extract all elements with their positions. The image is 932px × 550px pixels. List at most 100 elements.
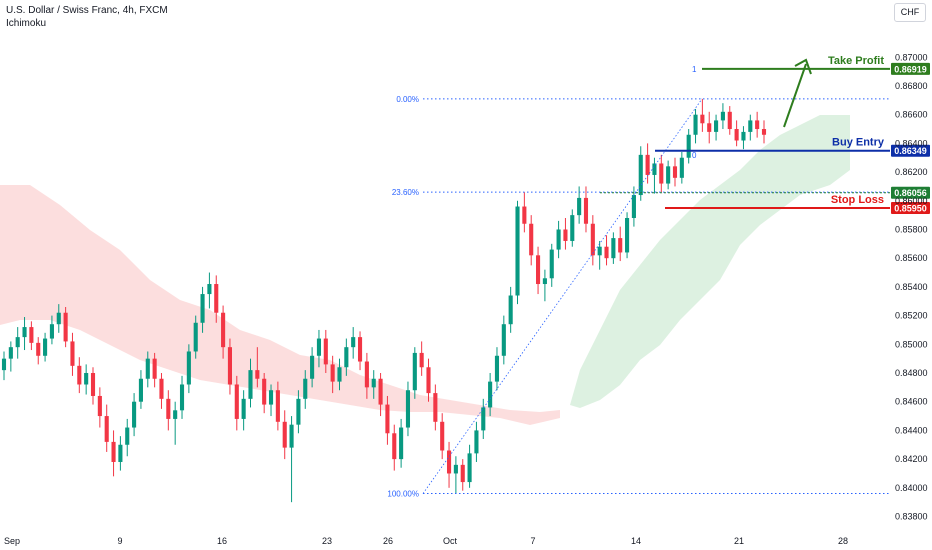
candle-body: [583, 197, 589, 224]
candle-body: [693, 114, 698, 135]
candle-body: [426, 367, 431, 394]
candle-body: [433, 393, 438, 422]
candle-body: [1, 358, 7, 371]
candle-body: [282, 421, 287, 448]
candle-body: [474, 430, 479, 454]
candle-body: [207, 284, 212, 295]
candle-body: [446, 450, 452, 474]
candle-body: [625, 218, 630, 253]
candle-body: [659, 163, 664, 184]
candle-body: [262, 378, 267, 405]
candle-body: [303, 378, 308, 399]
candle-body: [111, 441, 116, 462]
candle-body: [556, 229, 561, 250]
candle-body: [241, 398, 246, 419]
y-tick-label: 0.86200: [895, 167, 928, 177]
candle-body: [77, 365, 82, 385]
x-axis[interactable]: Sep 9 16 23 26 Oct 7 14 21 28: [4, 536, 848, 546]
candle-body: [63, 312, 68, 342]
candle-body: [214, 284, 219, 313]
candle-body: [529, 223, 534, 256]
candle-body: [645, 154, 650, 175]
level-price-tag: [891, 144, 930, 157]
y-tick-label: 0.85600: [895, 253, 928, 263]
candle-body: [344, 347, 349, 368]
candle-body: [125, 427, 130, 445]
candle-body: [467, 453, 472, 483]
candle-body: [90, 373, 96, 396]
x-tick-label: 21: [734, 536, 744, 546]
candle-body: [159, 378, 164, 399]
x-tick-label: 14: [631, 536, 641, 546]
level-price-label: 0.86919: [894, 64, 927, 74]
candle-body: [378, 378, 383, 405]
candle-body: [727, 111, 732, 130]
candle-body: [707, 123, 712, 132]
candle-body: [371, 378, 376, 388]
fib-label: 0.00%: [396, 95, 419, 104]
candle-body: [542, 278, 547, 285]
candle-body: [570, 215, 575, 241]
candle-body: [152, 358, 157, 379]
y-tick-label: 0.85200: [895, 311, 928, 321]
candle-body: [234, 384, 239, 419]
chart-title: U.S. Dollar / Swiss Franc, 4h, FXCM: [6, 5, 168, 16]
x-tick-label: 26: [383, 536, 393, 546]
candle-body: [323, 338, 328, 365]
candle-body: [221, 312, 226, 348]
candle-body: [145, 358, 150, 379]
y-tick-label: 0.84000: [895, 483, 928, 493]
candle-body: [248, 370, 253, 399]
candle-body: [597, 246, 602, 256]
candle-body: [138, 378, 143, 402]
candle-body: [720, 111, 725, 121]
candle-body: [49, 324, 54, 339]
y-tick-label: 0.83800: [895, 512, 928, 522]
candle-body: [522, 206, 527, 224]
current-price-label: 0.86056: [894, 188, 927, 198]
candle-body: [734, 129, 739, 141]
y-axis[interactable]: 0.87000 0.86800 0.86600 0.86400 0.86200 0.860…: [895, 52, 928, 521]
fib-marker-1: 1: [692, 65, 697, 74]
level-price-tag: [891, 62, 930, 75]
candle-body: [392, 433, 397, 460]
candle-body: [577, 197, 582, 216]
candle-body: [200, 294, 205, 323]
candle-body: [419, 352, 424, 368]
candle-body: [337, 367, 342, 382]
arrow-up-icon: [783, 63, 807, 128]
candle-body: [29, 327, 34, 343]
y-tick-label: 0.84400: [895, 425, 928, 435]
y-tick-label: 0.86400: [895, 138, 928, 148]
x-tick-label: 9: [117, 536, 122, 546]
candle-body: [118, 444, 123, 462]
candles: [1, 98, 767, 503]
y-tick-label: 0.85800: [895, 224, 928, 234]
candle-body: [330, 364, 335, 382]
candle-body: [700, 114, 705, 124]
candle-body: [481, 407, 486, 431]
candle-body: [104, 416, 109, 442]
candle-body: [289, 424, 294, 448]
indicator-label[interactable]: Ichimoku: [6, 18, 47, 29]
x-tick-label: 16: [217, 536, 227, 546]
bullish-cloud: [570, 115, 850, 408]
candle-body: [666, 166, 671, 184]
x-tick-label: Sep: [4, 536, 20, 546]
currency-button[interactable]: CHF: [894, 3, 926, 22]
candle-body: [364, 361, 369, 388]
overlays: 0.00% 23.60% 100.00% 1 0 Take Profit 0.86919 Bu…: [387, 55, 930, 499]
x-tick-label: 7: [530, 536, 535, 546]
candle-body: [563, 229, 568, 241]
candle-body: [179, 384, 185, 411]
candle-body: [193, 322, 198, 352]
y-tick-label: 0.84600: [895, 397, 928, 407]
fib-marker-0: 0: [692, 151, 697, 160]
current-price-tag: [891, 186, 930, 199]
candle-body: [56, 312, 61, 325]
candle-body: [515, 206, 520, 296]
candle-body: [638, 154, 643, 196]
candle-body: [22, 327, 27, 338]
y-tick-label: 0.86000: [895, 196, 928, 206]
